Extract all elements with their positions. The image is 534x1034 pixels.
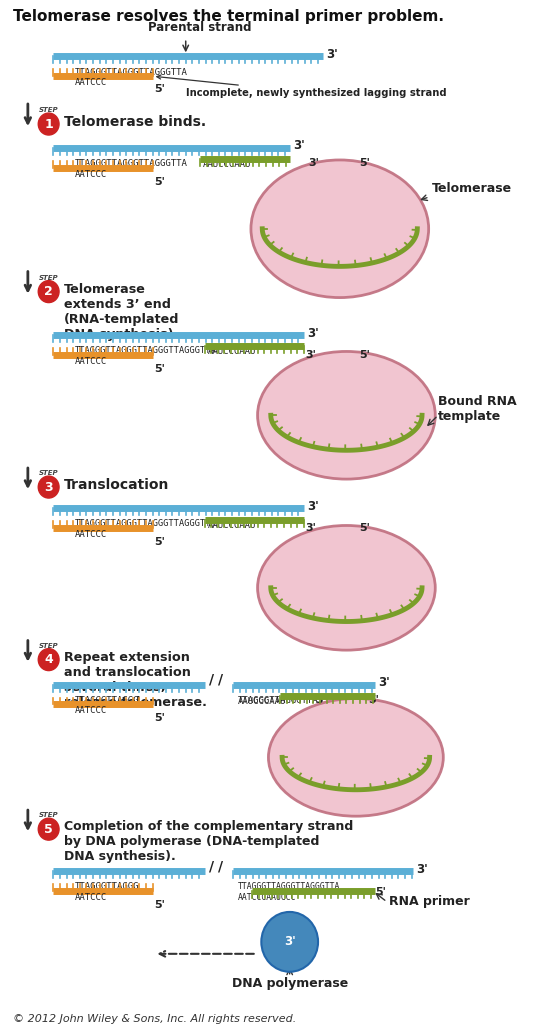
Text: Telomerase resolves the terminal primer problem.: Telomerase resolves the terminal primer … xyxy=(13,9,444,25)
Text: 3': 3' xyxy=(294,140,305,152)
Text: 5': 5' xyxy=(368,695,379,704)
Text: 5': 5' xyxy=(154,713,166,724)
Text: STEP: STEP xyxy=(39,643,58,648)
Text: AATCCC: AATCCC xyxy=(75,170,107,179)
Text: 5': 5' xyxy=(359,158,370,168)
Text: TTAGGGTTAGGGTTAGGGTTA: TTAGGGTTAGGGTTAGGGTTA xyxy=(238,882,340,891)
Text: 5': 5' xyxy=(359,351,370,361)
Text: TTAGGGTTAGGGTTAGGGTTAGGGTTA: TTAGGGTTAGGGTTAGGGTTAGGGTTA xyxy=(75,519,217,528)
Text: 3': 3' xyxy=(306,523,317,533)
Text: 3': 3' xyxy=(306,351,317,361)
Text: Telomerase
extends 3’ end
(RNA-templated
DNA synthesis).: Telomerase extends 3’ end (RNA-templated… xyxy=(64,282,179,340)
Text: 1: 1 xyxy=(44,118,53,130)
Text: STEP: STEP xyxy=(39,108,58,113)
Text: AAUCCCAAU: AAUCCCAAU xyxy=(238,697,286,705)
Ellipse shape xyxy=(269,699,443,816)
Text: AATCCC: AATCCC xyxy=(75,530,107,539)
Ellipse shape xyxy=(257,525,435,650)
Text: AAUCCCAAU: AAUCCCAAU xyxy=(207,347,256,357)
Circle shape xyxy=(38,280,59,303)
Text: 3': 3' xyxy=(315,695,326,704)
Text: 3': 3' xyxy=(284,936,296,948)
Text: STEP: STEP xyxy=(39,470,58,476)
Text: Parental strand: Parental strand xyxy=(148,22,252,34)
Text: Telomerase binds.: Telomerase binds. xyxy=(64,115,206,129)
Text: AATCCCAAUCCC: AATCCCAAUCCC xyxy=(238,893,296,902)
Text: AAUCCCAAU: AAUCCCAAU xyxy=(203,160,251,169)
Text: /: / xyxy=(218,672,223,687)
Text: 5': 5' xyxy=(154,177,166,187)
Text: 5': 5' xyxy=(359,523,370,533)
Text: 3': 3' xyxy=(327,48,339,61)
Text: Incomplete, newly synthesized lagging strand: Incomplete, newly synthesized lagging st… xyxy=(157,75,446,98)
Text: STEP: STEP xyxy=(39,275,58,280)
Text: AATCCC: AATCCC xyxy=(75,706,107,716)
Text: DNA polymerase: DNA polymerase xyxy=(232,977,348,990)
Text: Repeat extension
and translocation
several times;
release telomerase.: Repeat extension and translocation sever… xyxy=(64,650,207,708)
Ellipse shape xyxy=(251,160,429,298)
Text: AATCCC: AATCCC xyxy=(75,893,107,902)
Text: © 2012 John Wiley & Sons, Inc. All rights reserved.: © 2012 John Wiley & Sons, Inc. All right… xyxy=(13,1013,296,1024)
Text: 3': 3' xyxy=(309,158,319,168)
Circle shape xyxy=(38,818,59,841)
Text: 3': 3' xyxy=(308,499,319,513)
Text: /: / xyxy=(209,672,215,687)
Text: AAUCCCAAU: AAUCCCAAU xyxy=(207,521,256,530)
Text: Completion of the complementary strand
by DNA polymerase (DNA-templated
DNA synt: Completion of the complementary strand b… xyxy=(64,820,353,863)
Text: 3': 3' xyxy=(379,676,390,689)
Text: AATCCC: AATCCC xyxy=(75,79,107,87)
Circle shape xyxy=(261,912,318,972)
Text: TTAGGGTTAGGGTTAGGGTTA: TTAGGGTTAGGGTTAGGGTTA xyxy=(75,68,188,78)
Text: RNA primer: RNA primer xyxy=(389,895,470,909)
Text: Translocation: Translocation xyxy=(64,478,169,492)
Circle shape xyxy=(38,648,59,671)
Circle shape xyxy=(38,476,59,498)
Text: 3': 3' xyxy=(417,862,428,876)
Ellipse shape xyxy=(257,352,435,479)
Text: STEP: STEP xyxy=(39,812,58,818)
Text: TTAGGGTTAGGGTTAGGGTTAGGGTTA: TTAGGGTTAGGGTTAGGGTTAGGGTTA xyxy=(75,346,217,356)
Text: Bound RNA
template: Bound RNA template xyxy=(438,395,517,423)
Text: TTAGGGTTAGGGTTAGGGTTA: TTAGGGTTAGGGTTAGGGTTA xyxy=(75,159,188,168)
Text: 5': 5' xyxy=(154,537,166,547)
Text: 2: 2 xyxy=(44,285,53,298)
Text: /: / xyxy=(209,859,215,873)
Text: AATCCC: AATCCC xyxy=(75,358,107,366)
Text: 5': 5' xyxy=(154,364,166,374)
Text: 5: 5 xyxy=(44,823,53,835)
Circle shape xyxy=(38,113,59,135)
Text: 5': 5' xyxy=(154,84,166,94)
Text: TTAGGGTTAGGG: TTAGGGTTAGGG xyxy=(75,882,139,891)
Text: /: / xyxy=(218,859,223,873)
Text: 3: 3 xyxy=(44,481,53,493)
Text: 5': 5' xyxy=(154,900,166,910)
Text: 3': 3' xyxy=(308,327,319,340)
Text: 4: 4 xyxy=(44,653,53,666)
Text: Telomerase: Telomerase xyxy=(431,182,512,195)
Text: 5': 5' xyxy=(375,887,386,898)
Text: TTAGGGTTAGGGTTA: TTAGGGTTAGGGTTA xyxy=(238,696,318,704)
Text: TTAGGGTTAGGG: TTAGGGTTAGGG xyxy=(75,696,139,704)
